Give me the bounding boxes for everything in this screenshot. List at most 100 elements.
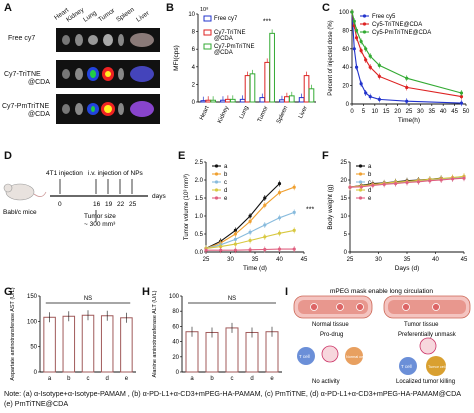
data-point	[405, 76, 409, 80]
data-point	[354, 36, 359, 40]
data-point	[352, 19, 356, 23]
data-point	[405, 180, 409, 185]
tcell-left-icon	[297, 347, 315, 365]
y-tick-label: 2.5	[195, 160, 204, 166]
bar	[205, 331, 219, 373]
legend-label: @CDA	[214, 50, 233, 56]
day-16: 16	[93, 201, 101, 208]
x-tick-label: 30	[227, 257, 234, 263]
bar	[239, 98, 246, 103]
y-tick-label: 60	[172, 324, 179, 330]
legend-label: @CDA	[214, 36, 233, 42]
data-point	[371, 183, 375, 187]
data-point	[359, 82, 363, 86]
normal-cell-icon	[345, 347, 363, 365]
data-point	[382, 182, 386, 186]
data-point	[451, 177, 455, 181]
y-tick-label: 1.5	[195, 196, 204, 202]
data-point	[352, 47, 356, 51]
data-point	[428, 179, 432, 183]
y-axis-label: Percent of injected dose (%)	[328, 20, 334, 95]
data-point	[364, 58, 368, 62]
panel-letter-f: F	[322, 150, 329, 162]
data-point	[359, 49, 363, 53]
x-tick-label: c	[231, 376, 234, 382]
data-point	[439, 178, 443, 182]
bar	[62, 315, 76, 373]
bar	[229, 98, 236, 103]
injection-label: 4T1 injection	[46, 170, 83, 177]
day-25: 25	[129, 201, 137, 208]
y-axis-label: Tumor volume (10³ mm³)	[184, 174, 190, 240]
day-22: 22	[117, 201, 125, 208]
tcell-right-icon	[399, 357, 417, 375]
panel-letter-a: A	[4, 2, 12, 14]
y-tick-label: 2	[192, 82, 196, 88]
x-tick-label: 35	[404, 257, 411, 263]
bar	[264, 61, 271, 103]
y-tick-label: 6	[192, 47, 196, 53]
y-axis-label: Alanine aminotransferase ALT (U/L)	[152, 290, 158, 377]
y-tick-label: 80	[172, 309, 179, 315]
panel-a-imaging: Heart Kidney Lung Tumor Spleen Liver Fre…	[2, 6, 160, 124]
chart-g-ast: 0 50 100 150 Aspartate aminotransferase AST …	[10, 287, 136, 382]
data-point	[233, 237, 237, 241]
data-point	[354, 65, 359, 69]
mouse-label: Babl/c mice	[3, 209, 37, 216]
y-tick-label: 8	[192, 30, 196, 36]
x-tick-label: 15	[383, 109, 390, 115]
panel-letter-i: I	[285, 286, 289, 298]
x-tick-label: Tumor	[257, 105, 270, 123]
legend-label: Cy7-PmTriTNE	[214, 44, 254, 50]
x-tick-label: Lung	[239, 105, 250, 120]
killing-label: Localized tumor killing	[396, 379, 455, 385]
data-point	[405, 85, 409, 90]
x-tick-label: 35	[252, 257, 259, 263]
x-tick-label: d	[106, 376, 109, 382]
data-point	[277, 231, 282, 235]
legend-label: e	[368, 196, 372, 202]
panel-letter-g: G	[4, 286, 13, 298]
tumor-tissue-label: Tumor tissue	[404, 322, 439, 328]
y-tick-label: 50	[30, 345, 37, 351]
data-point	[248, 230, 252, 234]
mouse-icon	[3, 183, 47, 201]
y-tick-label: 4	[192, 65, 196, 71]
bar	[303, 75, 310, 103]
x-tick-label: b	[210, 376, 214, 382]
data-point	[348, 185, 352, 189]
bar	[308, 88, 315, 103]
organ-label-spleen: Spleen	[115, 6, 136, 24]
data-point	[233, 228, 237, 232]
legend-swatch	[203, 29, 212, 36]
data-point	[394, 182, 398, 186]
y-tick-label: 25	[340, 160, 347, 166]
no-activity-label: No activity	[312, 379, 340, 385]
data-point	[459, 95, 464, 99]
y-tick-label: 2.0	[195, 178, 204, 184]
bar	[43, 316, 56, 373]
legend-swatch	[203, 43, 212, 50]
x-tick-label: 0	[350, 109, 354, 115]
x-tick-label: c	[87, 376, 90, 382]
chart-h-alt: 0 20 40 60 80 100 Alanine aminotransferase ALT…	[152, 290, 282, 382]
ns-label: NS	[228, 296, 236, 302]
x-axis-label: Time (d)	[243, 265, 267, 272]
bar	[288, 95, 295, 103]
data-point	[462, 176, 466, 180]
data-point	[405, 99, 409, 103]
note-line-2: (e) PmTiTNE@CDA	[4, 399, 69, 408]
legend-label: Cy5-PmTriTNE@CDA	[372, 30, 431, 36]
x-tick-label: 30	[417, 109, 424, 115]
nanoparticle-left-icon	[321, 345, 339, 363]
data-point	[263, 196, 267, 200]
svg-text:Normal cell: Normal cell	[346, 355, 365, 359]
legend-label: e	[224, 196, 228, 202]
svg-text:Tumor cell: Tumor cell	[428, 365, 446, 369]
legend-swatch	[203, 15, 212, 22]
bar	[265, 331, 279, 373]
x-tick-label: Heart	[199, 105, 211, 121]
x-axis-label: Time(h)	[398, 117, 420, 124]
bar	[81, 314, 95, 373]
